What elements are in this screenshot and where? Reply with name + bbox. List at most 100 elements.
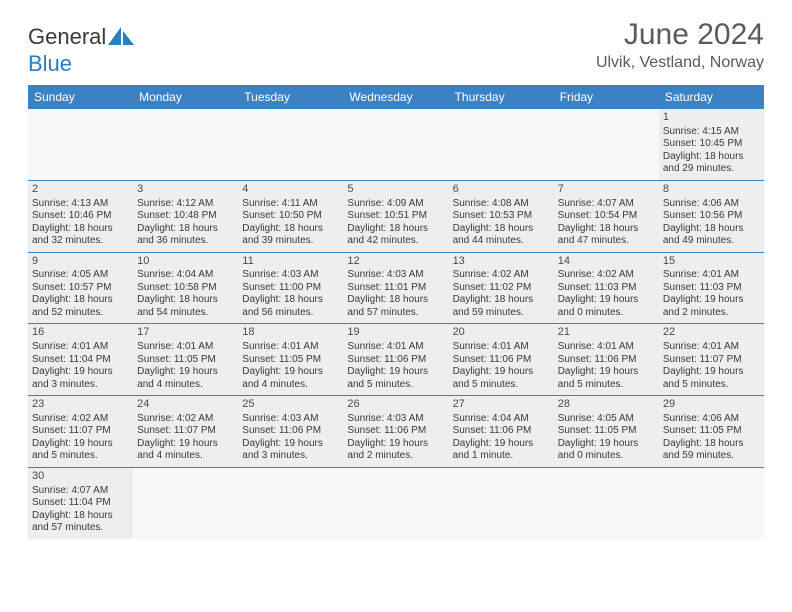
day-line-daylight1: Daylight: 18 hours xyxy=(32,223,129,236)
day-line-daylight1: Daylight: 18 hours xyxy=(137,223,234,236)
day-line-sunrise: Sunrise: 4:01 AM xyxy=(663,341,760,354)
day-cell: 7Sunrise: 4:07 AMSunset: 10:54 PMDayligh… xyxy=(554,181,659,252)
day-number: 6 xyxy=(453,183,550,197)
day-line-daylight1: Daylight: 19 hours xyxy=(32,438,129,451)
day-line-daylight1: Daylight: 19 hours xyxy=(558,438,655,451)
day-header-cell: Friday xyxy=(554,85,659,109)
day-line-sunset: Sunset: 11:06 PM xyxy=(242,425,339,438)
day-line-daylight2: and 2 minutes. xyxy=(663,307,760,320)
day-cell: 22Sunrise: 4:01 AMSunset: 11:07 PMDaylig… xyxy=(659,324,764,395)
day-line-daylight1: Daylight: 18 hours xyxy=(32,294,129,307)
day-line-daylight1: Daylight: 18 hours xyxy=(242,294,339,307)
day-number: 13 xyxy=(453,255,550,269)
day-cell: 16Sunrise: 4:01 AMSunset: 11:04 PMDaylig… xyxy=(28,324,133,395)
day-line-daylight2: and 5 minutes. xyxy=(32,450,129,463)
day-line-daylight1: Daylight: 18 hours xyxy=(663,438,760,451)
day-number: 19 xyxy=(347,326,444,340)
day-line-daylight2: and 56 minutes. xyxy=(242,307,339,320)
day-line-sunrise: Sunrise: 4:01 AM xyxy=(137,341,234,354)
day-cell: 23Sunrise: 4:02 AMSunset: 11:07 PMDaylig… xyxy=(28,396,133,467)
day-line-sunrise: Sunrise: 4:03 AM xyxy=(242,269,339,282)
day-cell: 28Sunrise: 4:05 AMSunset: 11:05 PMDaylig… xyxy=(554,396,659,467)
day-number: 5 xyxy=(347,183,444,197)
day-number: 7 xyxy=(558,183,655,197)
day-line-daylight2: and 1 minute. xyxy=(453,450,550,463)
day-cell: 4Sunrise: 4:11 AMSunset: 10:50 PMDayligh… xyxy=(238,181,343,252)
week-row: 30Sunrise: 4:07 AMSunset: 11:04 PMDaylig… xyxy=(28,468,764,539)
day-line-sunset: Sunset: 11:06 PM xyxy=(558,354,655,367)
day-number: 1 xyxy=(663,111,760,125)
day-line-daylight1: Daylight: 19 hours xyxy=(347,438,444,451)
day-header-cell: Sunday xyxy=(28,85,133,109)
day-line-daylight1: Daylight: 18 hours xyxy=(453,223,550,236)
day-line-sunset: Sunset: 10:54 PM xyxy=(558,210,655,223)
day-line-daylight2: and 0 minutes. xyxy=(558,307,655,320)
day-line-sunrise: Sunrise: 4:04 AM xyxy=(137,269,234,282)
day-cell xyxy=(133,109,238,180)
day-line-sunrise: Sunrise: 4:01 AM xyxy=(453,341,550,354)
day-cell: 13Sunrise: 4:02 AMSunset: 11:02 PMDaylig… xyxy=(449,253,554,324)
day-line-daylight2: and 29 minutes. xyxy=(663,163,760,176)
day-cell: 5Sunrise: 4:09 AMSunset: 10:51 PMDayligh… xyxy=(343,181,448,252)
day-line-daylight1: Daylight: 18 hours xyxy=(242,223,339,236)
day-line-sunrise: Sunrise: 4:01 AM xyxy=(347,341,444,354)
day-line-sunset: Sunset: 10:53 PM xyxy=(453,210,550,223)
day-line-daylight1: Daylight: 19 hours xyxy=(242,438,339,451)
month-title: June 2024 xyxy=(596,18,764,52)
day-line-sunrise: Sunrise: 4:03 AM xyxy=(347,413,444,426)
day-line-sunset: Sunset: 11:07 PM xyxy=(137,425,234,438)
day-line-daylight2: and 32 minutes. xyxy=(32,235,129,248)
day-line-sunrise: Sunrise: 4:06 AM xyxy=(663,413,760,426)
day-cell xyxy=(133,468,238,539)
week-row: 9Sunrise: 4:05 AMSunset: 10:57 PMDayligh… xyxy=(28,253,764,325)
day-number: 15 xyxy=(663,255,760,269)
day-line-daylight2: and 57 minutes. xyxy=(347,307,444,320)
day-cell: 25Sunrise: 4:03 AMSunset: 11:06 PMDaylig… xyxy=(238,396,343,467)
day-number: 9 xyxy=(32,255,129,269)
day-line-daylight2: and 5 minutes. xyxy=(663,379,760,392)
day-number: 11 xyxy=(242,255,339,269)
day-line-sunset: Sunset: 11:06 PM xyxy=(347,354,444,367)
day-line-sunrise: Sunrise: 4:01 AM xyxy=(663,269,760,282)
day-line-daylight2: and 49 minutes. xyxy=(663,235,760,248)
day-cell xyxy=(554,109,659,180)
day-line-sunrise: Sunrise: 4:05 AM xyxy=(32,269,129,282)
day-line-daylight1: Daylight: 18 hours xyxy=(663,223,760,236)
day-line-sunrise: Sunrise: 4:02 AM xyxy=(453,269,550,282)
day-cell: 24Sunrise: 4:02 AMSunset: 11:07 PMDaylig… xyxy=(133,396,238,467)
day-line-sunset: Sunset: 11:05 PM xyxy=(242,354,339,367)
day-cell: 10Sunrise: 4:04 AMSunset: 10:58 PMDaylig… xyxy=(133,253,238,324)
day-line-sunrise: Sunrise: 4:13 AM xyxy=(32,198,129,211)
logo-blue: Blue xyxy=(28,51,72,76)
day-cell: 15Sunrise: 4:01 AMSunset: 11:03 PMDaylig… xyxy=(659,253,764,324)
day-cell: 27Sunrise: 4:04 AMSunset: 11:06 PMDaylig… xyxy=(449,396,554,467)
day-line-sunset: Sunset: 11:01 PM xyxy=(347,282,444,295)
day-cell xyxy=(554,468,659,539)
week-row: 1Sunrise: 4:15 AMSunset: 10:45 PMDayligh… xyxy=(28,109,764,181)
day-cell: 18Sunrise: 4:01 AMSunset: 11:05 PMDaylig… xyxy=(238,324,343,395)
day-line-daylight2: and 39 minutes. xyxy=(242,235,339,248)
day-line-daylight1: Daylight: 19 hours xyxy=(558,294,655,307)
week-row: 16Sunrise: 4:01 AMSunset: 11:04 PMDaylig… xyxy=(28,324,764,396)
day-line-daylight2: and 36 minutes. xyxy=(137,235,234,248)
day-line-sunrise: Sunrise: 4:01 AM xyxy=(242,341,339,354)
day-line-sunset: Sunset: 11:06 PM xyxy=(453,354,550,367)
day-line-sunset: Sunset: 11:03 PM xyxy=(558,282,655,295)
day-line-sunrise: Sunrise: 4:11 AM xyxy=(242,198,339,211)
logo-general: General xyxy=(28,24,106,49)
day-number: 4 xyxy=(242,183,339,197)
day-header-row: SundayMondayTuesdayWednesdayThursdayFrid… xyxy=(28,85,764,109)
day-number: 3 xyxy=(137,183,234,197)
day-line-sunset: Sunset: 11:03 PM xyxy=(663,282,760,295)
day-line-daylight2: and 4 minutes. xyxy=(242,379,339,392)
week-row: 23Sunrise: 4:02 AMSunset: 11:07 PMDaylig… xyxy=(28,396,764,468)
day-number: 10 xyxy=(137,255,234,269)
day-line-sunset: Sunset: 10:45 PM xyxy=(663,138,760,151)
location: Ulvik, Vestland, Norway xyxy=(596,54,764,72)
day-line-sunset: Sunset: 11:06 PM xyxy=(347,425,444,438)
logo-text: GeneralBlue xyxy=(28,24,134,77)
calendar: SundayMondayTuesdayWednesdayThursdayFrid… xyxy=(28,85,764,539)
day-number: 8 xyxy=(663,183,760,197)
day-cell: 19Sunrise: 4:01 AMSunset: 11:06 PMDaylig… xyxy=(343,324,448,395)
day-number: 2 xyxy=(32,183,129,197)
